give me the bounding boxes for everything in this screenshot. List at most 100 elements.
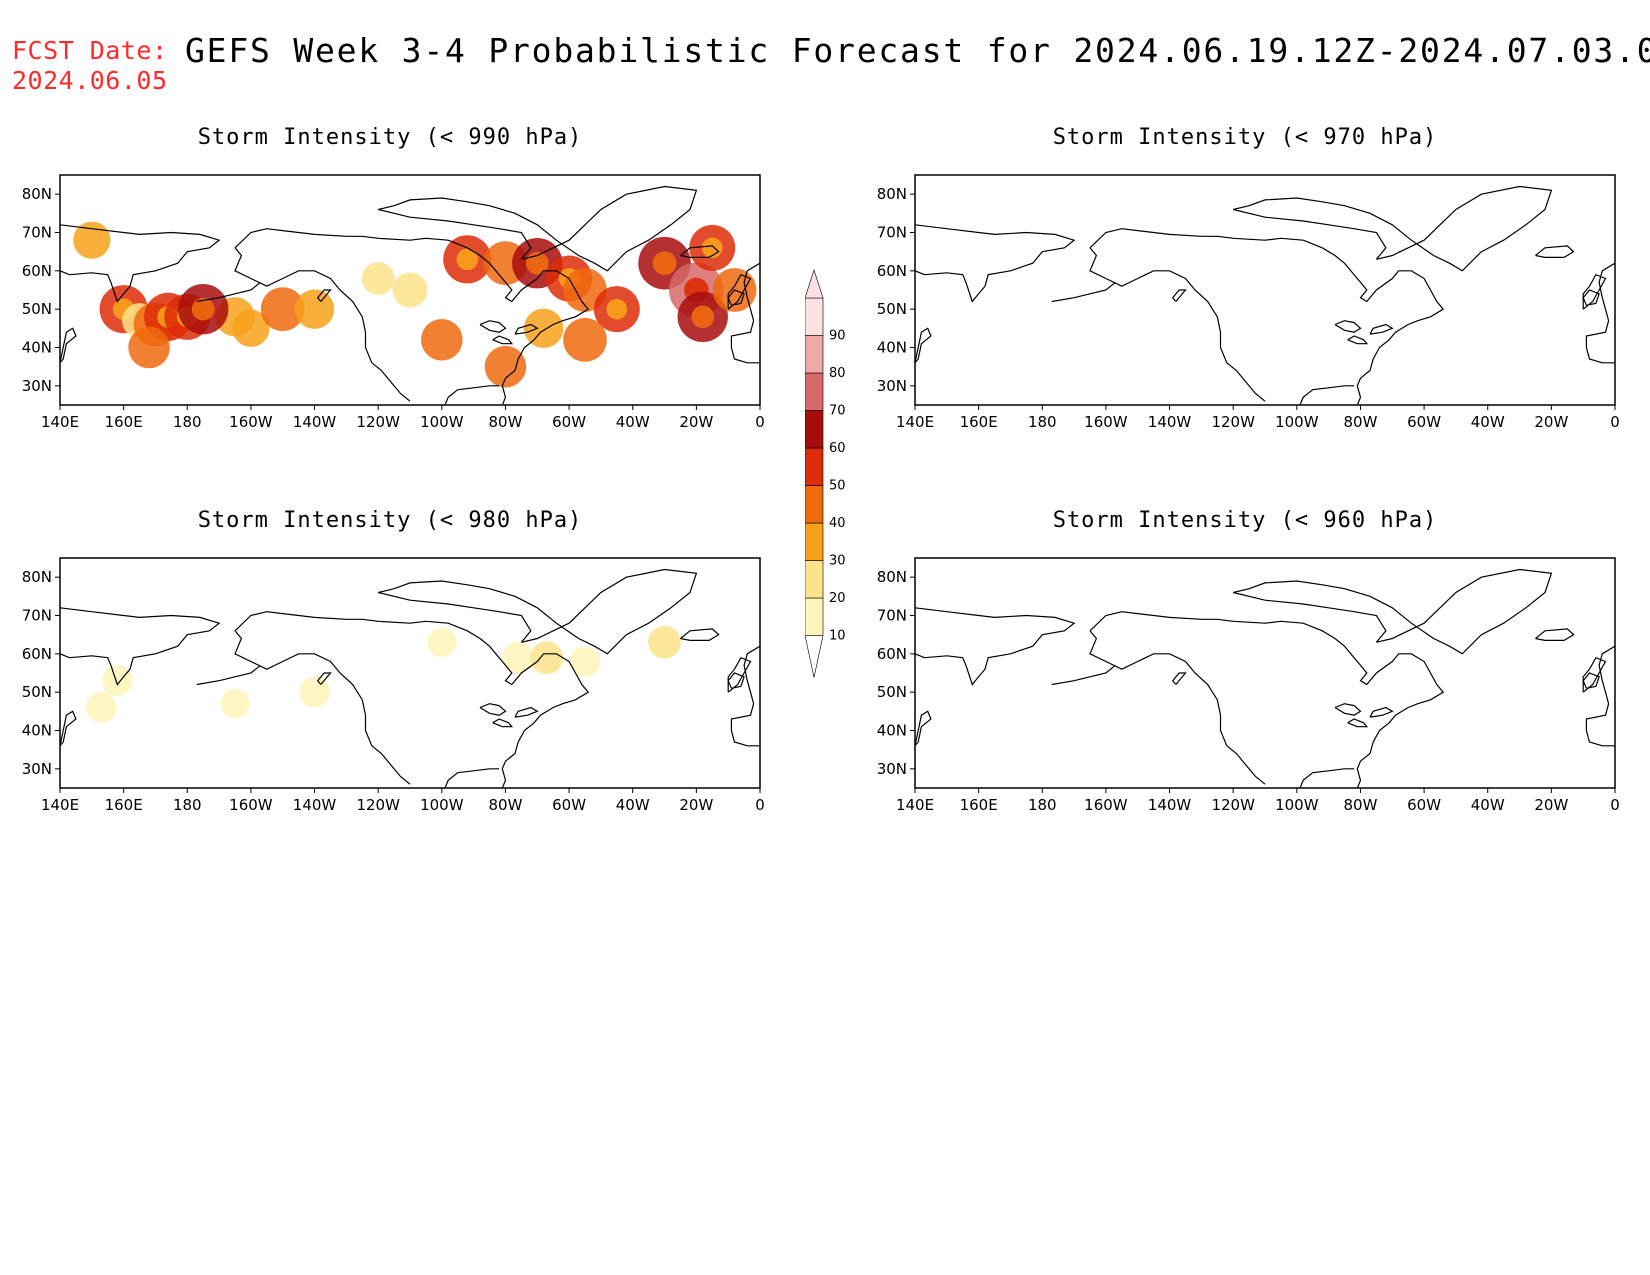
coastline [1582, 289, 1600, 306]
lat-label: 70N [22, 607, 52, 625]
coastline [1347, 335, 1369, 345]
lat-label: 60N [877, 645, 907, 663]
coastline [1334, 703, 1362, 716]
lat-label: 40N [877, 339, 907, 357]
panel-title: Storm Intensity (< 960 hPa) [1052, 508, 1438, 533]
probability-core [456, 248, 479, 271]
lon-label: 0 [755, 796, 765, 814]
probability-blob [484, 345, 527, 388]
lon-label: 40W [1471, 413, 1505, 431]
lon-label: 180 [173, 796, 202, 814]
map-panel-960: Storm Intensity (< 960 hPa) 80N 70N 60N 50N… [855, 508, 1635, 814]
probability-blob [563, 317, 607, 362]
coastline [444, 385, 500, 405]
lat-label: 50N [22, 683, 52, 701]
coastline [492, 718, 514, 728]
coastline [1535, 628, 1575, 641]
lat-label: 70N [22, 224, 52, 242]
probability-blob [523, 308, 564, 349]
coastline [1089, 611, 1445, 788]
lon-label: 80W [488, 413, 522, 431]
map-panel-990: Storm Intensity (< 990 hPa) 80N 70N 60N 50N… [0, 125, 780, 431]
probability-blob [294, 289, 335, 329]
coastline [514, 323, 539, 335]
lon-label: 140W [293, 413, 337, 431]
coastline [730, 645, 760, 747]
colorbar-label: 30 [829, 554, 846, 569]
lat-label: 60N [22, 262, 52, 280]
lon-label: 40W [616, 796, 650, 814]
colorbar-swatch [805, 297, 824, 336]
coastline [1051, 281, 1116, 303]
coastline [444, 768, 500, 788]
colorbar-swatch [805, 597, 824, 636]
lon-label: 160W [1084, 413, 1128, 431]
lon-label: 160E [960, 413, 998, 431]
coastline [196, 664, 261, 686]
lon-label: 120W [356, 413, 400, 431]
lon-label: 20W [679, 413, 713, 431]
lon-label: 80W [488, 796, 522, 814]
coastline [234, 247, 411, 402]
fcst-label: FCST Date: 2024.06.05 [12, 36, 168, 96]
coastline [1582, 672, 1600, 689]
lat-label: 40N [22, 722, 52, 740]
map-panel-980: Storm Intensity (< 980 hPa) 80N 70N 60N 50N… [0, 508, 780, 814]
lon-label: 160E [105, 413, 143, 431]
lon-label: 60W [552, 796, 586, 814]
coastline [1051, 664, 1116, 686]
coastline [378, 185, 698, 272]
coastline [316, 672, 332, 685]
coastline [1171, 289, 1187, 302]
lon-label: 140E [41, 413, 79, 431]
coastline [1299, 768, 1355, 788]
lon-label: 60W [1407, 413, 1441, 431]
probability-blob [101, 665, 133, 696]
probability-blob [421, 319, 463, 361]
coastline [915, 710, 932, 747]
panel-title: Storm Intensity (< 990 hPa) [197, 125, 583, 150]
coastline [378, 568, 698, 655]
lat-label: 30N [22, 377, 52, 395]
lat-label: 60N [22, 645, 52, 663]
colorbar-label: 20 [829, 591, 846, 606]
coastline [196, 281, 261, 303]
map-frame [914, 174, 1616, 406]
coastline [730, 262, 760, 364]
lon-label: 180 [1028, 413, 1057, 431]
lon-label: 100W [1275, 413, 1319, 431]
lon-label: 140E [896, 796, 934, 814]
lat-label: 50N [877, 300, 907, 318]
lat-label: 70N [877, 607, 907, 625]
map-plot-area [915, 185, 1615, 405]
lon-label: 120W [1211, 796, 1255, 814]
map-plot-area [60, 185, 760, 405]
lon-label: 40W [1471, 796, 1505, 814]
coastline [60, 710, 77, 747]
map-frame [59, 557, 761, 789]
probability-blob [86, 692, 117, 723]
map-svg: 80N 70N 60N 50N 40N 30N 140E 160E 180 160W 140W 120… [22, 557, 765, 814]
coastline [915, 327, 932, 364]
lat-label: 50N [22, 300, 52, 318]
colorbar-swatch [805, 410, 824, 449]
coastline [1585, 645, 1615, 747]
map-panel-970: Storm Intensity (< 970 hPa) 80N 70N 60N 50N… [855, 125, 1635, 431]
map-plot-area [915, 568, 1615, 788]
lon-label: 0 [755, 413, 765, 431]
coastline [316, 289, 332, 302]
lat-label: 40N [877, 722, 907, 740]
map-svg: 80N 70N 60N 50N 40N 30N 140E 160E 180 160W 140W 120… [22, 174, 765, 431]
colorbar-label: 90 [829, 329, 846, 344]
lon-label: 60W [552, 413, 586, 431]
probability-blob [502, 641, 535, 674]
lat-label: 30N [877, 760, 907, 778]
lon-label: 0 [1610, 796, 1620, 814]
lon-label: 20W [1534, 796, 1568, 814]
coastline [492, 335, 514, 345]
coastline [680, 245, 720, 258]
coastline [234, 611, 590, 788]
probability-core [191, 297, 215, 321]
coastline [479, 320, 507, 333]
lat-label: 80N [877, 185, 907, 203]
